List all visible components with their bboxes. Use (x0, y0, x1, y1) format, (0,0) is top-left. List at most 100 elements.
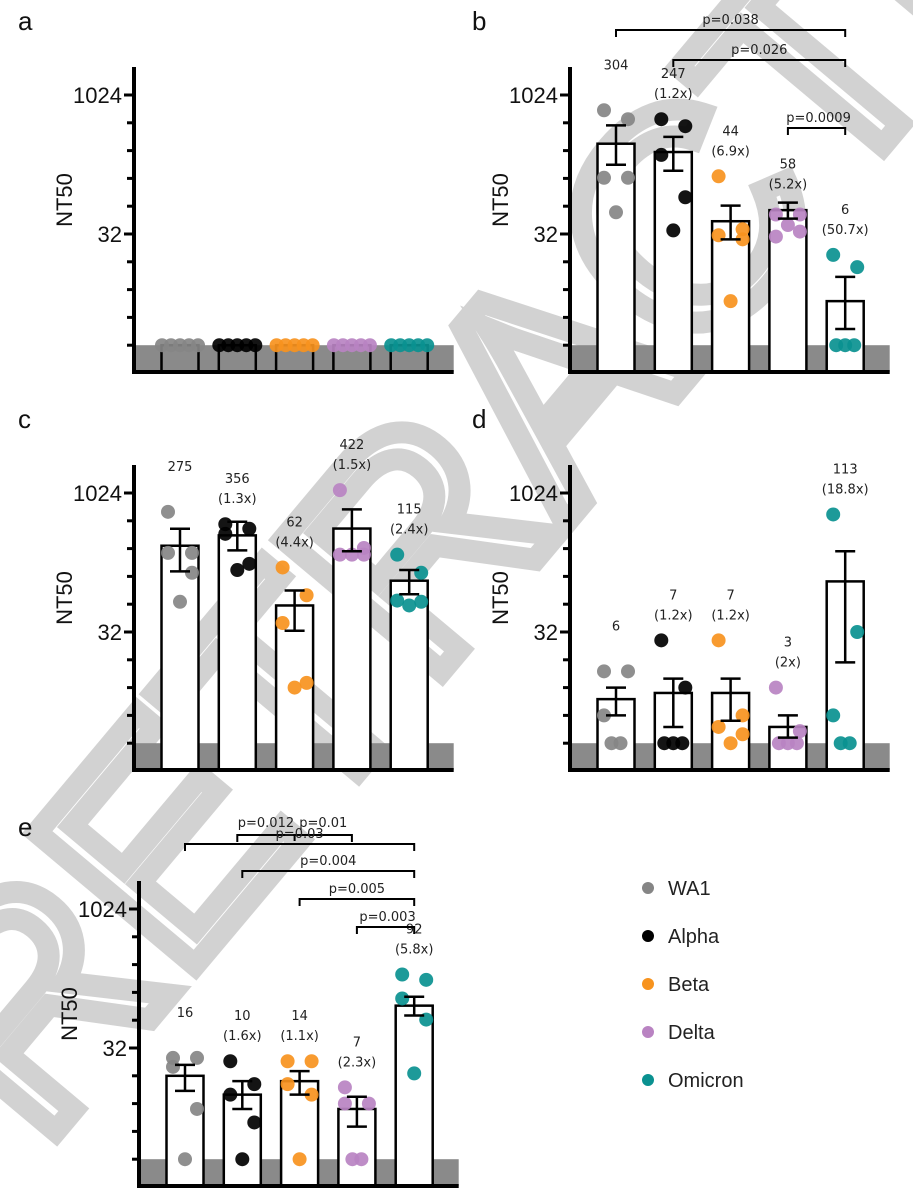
data-point-beta (305, 338, 320, 353)
gmt-label: 16 (177, 1006, 194, 1021)
fold-change-label: (50.7x) (822, 223, 869, 238)
y-tick-label: 32 (98, 620, 122, 645)
data-point-wa1 (178, 1152, 192, 1167)
data-point-omicron (390, 593, 405, 608)
data-point-delta (792, 724, 807, 739)
data-point-wa1 (621, 112, 635, 127)
legend-marker-icon (642, 882, 654, 894)
data-point-beta (735, 222, 750, 237)
y-axis-label: NT50 (52, 173, 77, 227)
significance-bracket (241, 870, 416, 878)
data-point-wa1 (185, 545, 199, 560)
p-value: p=0.003 (359, 910, 415, 925)
significance-bracket (615, 29, 847, 37)
gmt-label: 14 (291, 1009, 308, 1024)
data-point-delta (780, 218, 795, 233)
data-point-omicron (414, 565, 429, 580)
fold-change-label: (6.9x) (711, 144, 750, 159)
gmt-label: 3 (784, 636, 792, 651)
data-point-alpha (242, 521, 257, 536)
data-point-wa1 (191, 338, 205, 353)
fold-change-label: (2x) (775, 656, 801, 671)
gmt-label: 275 (168, 460, 193, 475)
data-point-wa1 (190, 1050, 204, 1065)
y-axis-label: NT50 (57, 987, 82, 1041)
legend-label: Omicron (668, 1070, 744, 1092)
data-point-wa1 (621, 170, 635, 185)
gmt-label: 44 (722, 124, 739, 139)
fold-change-label: (1.6x) (223, 1029, 262, 1044)
panel-label: d (472, 404, 486, 434)
gmt-label: 62 (286, 515, 303, 530)
fold-change-label: (1.2x) (711, 608, 750, 623)
data-point-alpha (654, 633, 669, 648)
panel-label: b (472, 6, 486, 36)
y-axis-label: NT50 (52, 571, 77, 625)
y-tick-label: 32 (534, 620, 558, 645)
data-point-wa1 (190, 1101, 204, 1116)
data-point-alpha (247, 1077, 262, 1092)
data-point-wa1 (173, 594, 187, 609)
p-value: p=0.012 (238, 816, 294, 831)
gmt-label: 7 (353, 1035, 361, 1050)
panel-c: c 275 (1.3x) 356 (4.4x) 62 (1.5x) 422 (2.4x) 115 1… (18, 404, 454, 842)
y-tick-label: 32 (103, 1036, 127, 1061)
data-point-omicron (419, 972, 434, 987)
data-point-omicron (390, 547, 405, 562)
fold-change-label: (2.4x) (390, 523, 429, 538)
y-tick-label: 1024 (73, 83, 122, 108)
p-value: p=0.038 (702, 13, 758, 28)
data-point-omicron (407, 1066, 422, 1081)
fold-change-label: (2.3x) (338, 1055, 377, 1070)
legend-marker-icon (642, 978, 654, 990)
gmt-label: 6 (841, 203, 849, 218)
data-point-delta (361, 1096, 376, 1111)
data-point-omicron (826, 507, 841, 522)
bar-wa1 (165, 1074, 205, 1188)
data-point-alpha (223, 1087, 238, 1102)
significance-bracket (298, 898, 416, 906)
y-tick-label: 1024 (509, 83, 558, 108)
legend-label: Beta (668, 974, 710, 996)
data-point-delta (768, 229, 783, 244)
significance-bracket (184, 843, 416, 851)
legend: WA1 Alpha Beta Delta Omicron (642, 878, 744, 1092)
fold-change-label: (1.5x) (333, 458, 372, 473)
fold-change-label: (1.2x) (654, 87, 693, 102)
data-point-beta (292, 1152, 307, 1167)
data-point-omicron (842, 736, 857, 751)
panel-label: e (18, 812, 32, 842)
data-point-omicron (826, 708, 841, 723)
data-point-alpha (248, 338, 263, 353)
gmt-label: 10 (234, 1009, 251, 1024)
data-point-alpha (223, 1054, 238, 1069)
data-point-beta (280, 1077, 295, 1092)
fold-change-label: (1.1x) (280, 1029, 319, 1044)
gmt-label: 7 (726, 588, 734, 603)
data-point-alpha (230, 563, 245, 578)
panel-label: c (18, 404, 31, 434)
p-value: p=0.004 (300, 854, 356, 869)
panel-label: a (18, 6, 33, 36)
data-point-wa1 (609, 205, 623, 220)
data-point-alpha (678, 190, 693, 205)
data-point-beta (723, 736, 738, 751)
legend-label: WA1 (668, 878, 711, 900)
bar-alpha (653, 150, 694, 374)
data-point-beta (287, 680, 302, 695)
significance-bracket (355, 926, 416, 934)
data-point-beta (299, 675, 314, 690)
data-point-alpha (242, 556, 257, 571)
data-point-omicron (395, 967, 410, 982)
data-point-beta (711, 169, 726, 184)
data-point-wa1 (161, 545, 175, 560)
data-point-beta (280, 1054, 295, 1069)
data-point-delta (354, 1152, 369, 1167)
fold-change-label: (1.3x) (218, 492, 257, 507)
y-tick-label: 1024 (73, 481, 122, 506)
fold-change-label: (18.8x) (822, 482, 869, 497)
data-point-alpha (218, 526, 233, 541)
data-point-alpha (654, 147, 669, 162)
data-point-wa1 (597, 664, 611, 679)
